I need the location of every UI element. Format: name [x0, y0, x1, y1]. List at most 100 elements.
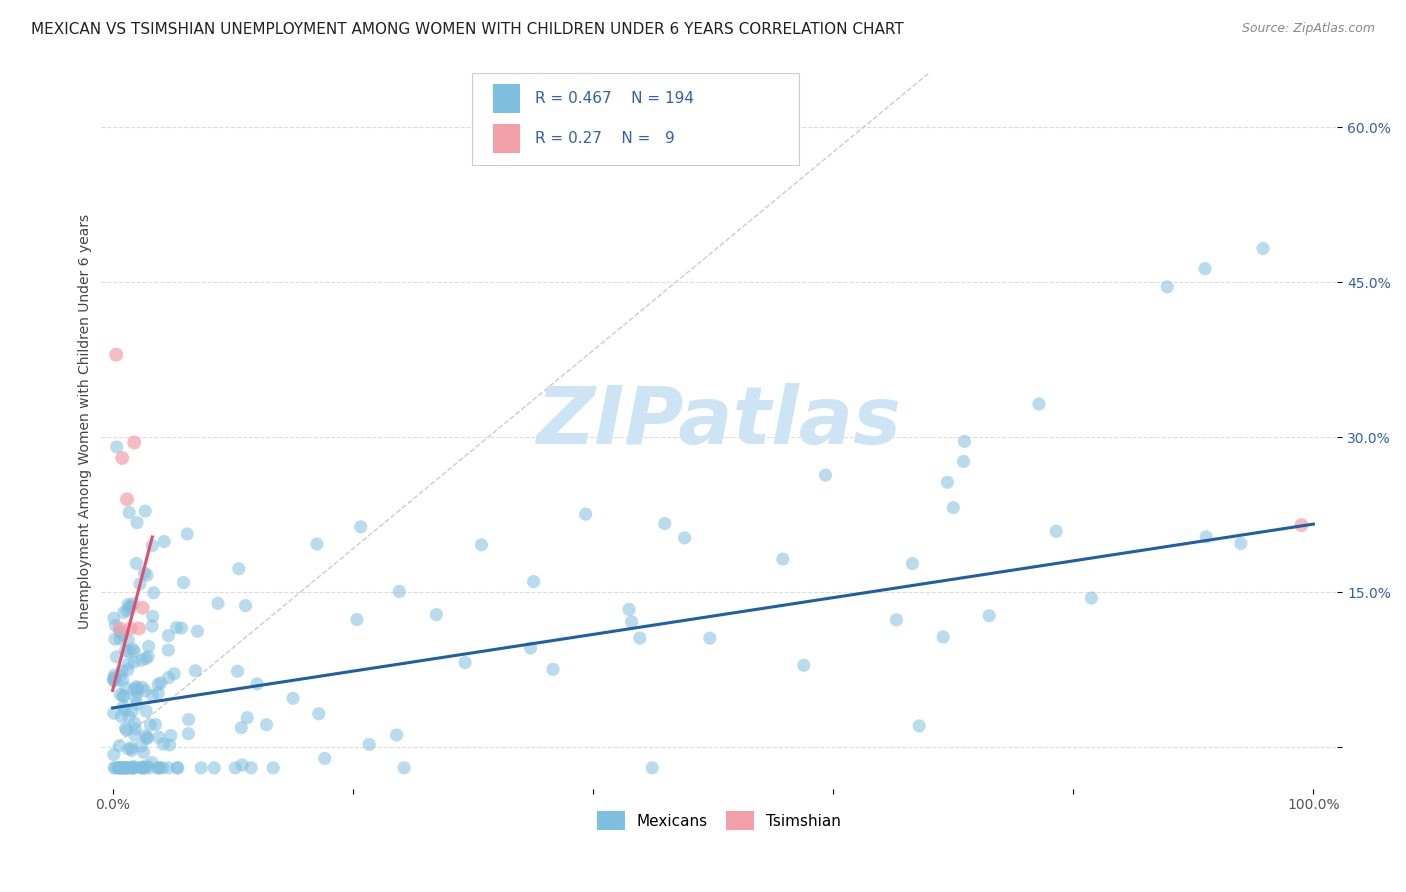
Point: [523, 574, 546, 589]
Point: [172, 575, 194, 590]
Point: [134, 683, 156, 698]
Point: [122, 682, 145, 697]
Point: [103, 761, 125, 775]
Point: [128, 622, 150, 636]
Point: [157, 671, 180, 685]
Point: [117, 761, 139, 775]
Point: [110, 709, 132, 723]
Point: [305, 537, 328, 551]
Point: [114, 722, 136, 736]
Point: [157, 761, 180, 775]
Point: [111, 628, 134, 642]
Point: [103, 673, 125, 687]
Point: [240, 761, 263, 775]
Point: [190, 761, 212, 775]
Point: [1291, 518, 1313, 533]
Point: [118, 506, 141, 520]
Point: [131, 600, 153, 615]
Point: [953, 434, 976, 449]
Point: [673, 531, 696, 545]
Point: [112, 699, 135, 714]
Point: [108, 632, 131, 646]
Point: [111, 673, 134, 687]
Point: [121, 761, 143, 775]
Point: [131, 680, 153, 694]
Point: [148, 761, 170, 775]
Point: [105, 649, 128, 664]
Point: [118, 599, 141, 614]
Point: [122, 642, 145, 657]
Point: [117, 742, 139, 756]
Point: [125, 697, 148, 711]
Point: [149, 676, 172, 690]
Point: [160, 729, 183, 743]
Point: [163, 666, 186, 681]
Point: [108, 761, 131, 775]
Point: [1251, 242, 1274, 256]
Point: [104, 632, 127, 646]
Point: [392, 761, 415, 775]
Point: [146, 677, 169, 691]
Point: [114, 761, 136, 775]
Point: [184, 664, 207, 678]
Point: [108, 687, 131, 701]
Point: [942, 500, 965, 515]
Point: [620, 615, 643, 629]
Point: [131, 761, 153, 775]
Point: [246, 677, 269, 691]
Point: [142, 586, 165, 600]
Text: ZIPatlas: ZIPatlas: [537, 383, 901, 461]
Y-axis label: Unemployment Among Women with Children Under 6 years: Unemployment Among Women with Children U…: [79, 214, 93, 630]
Point: [120, 622, 142, 636]
Point: [121, 743, 143, 757]
Text: R = 0.27    N =   9: R = 0.27 N = 9: [534, 131, 675, 146]
Point: [139, 717, 162, 731]
Point: [146, 761, 169, 775]
Point: [111, 450, 134, 465]
Point: [103, 671, 125, 685]
Point: [121, 740, 143, 755]
Point: [131, 653, 153, 667]
Point: [236, 711, 259, 725]
Point: [138, 761, 160, 775]
Point: [231, 721, 253, 735]
Point: [105, 348, 128, 362]
Point: [114, 703, 136, 717]
Point: [107, 761, 129, 775]
Point: [157, 643, 180, 657]
Point: [226, 665, 249, 679]
Point: [1230, 536, 1253, 550]
Point: [388, 584, 411, 599]
Point: [145, 717, 167, 731]
Point: [134, 504, 156, 518]
Point: [228, 562, 250, 576]
Bar: [492, 84, 520, 113]
Point: [124, 722, 146, 736]
Point: [454, 656, 477, 670]
Point: [131, 761, 153, 775]
Legend: Mexicans, Tsimshian: Mexicans, Tsimshian: [591, 805, 846, 836]
Point: [135, 651, 157, 665]
Point: [932, 630, 955, 644]
Point: [108, 622, 131, 636]
Point: [170, 621, 193, 635]
Point: [628, 631, 651, 645]
Point: [117, 761, 139, 775]
Point: [177, 726, 200, 740]
Point: [122, 761, 145, 775]
Point: [135, 758, 157, 772]
Point: [134, 566, 156, 580]
Point: [117, 633, 139, 648]
Point: [112, 689, 135, 703]
Point: [141, 539, 163, 553]
Point: [166, 761, 188, 775]
Point: [641, 761, 664, 775]
Point: [308, 706, 330, 721]
Point: [166, 761, 188, 775]
Point: [157, 629, 180, 643]
Point: [103, 747, 125, 762]
Point: [425, 607, 447, 622]
Point: [125, 516, 148, 530]
Point: [979, 608, 1001, 623]
Point: [104, 618, 127, 632]
